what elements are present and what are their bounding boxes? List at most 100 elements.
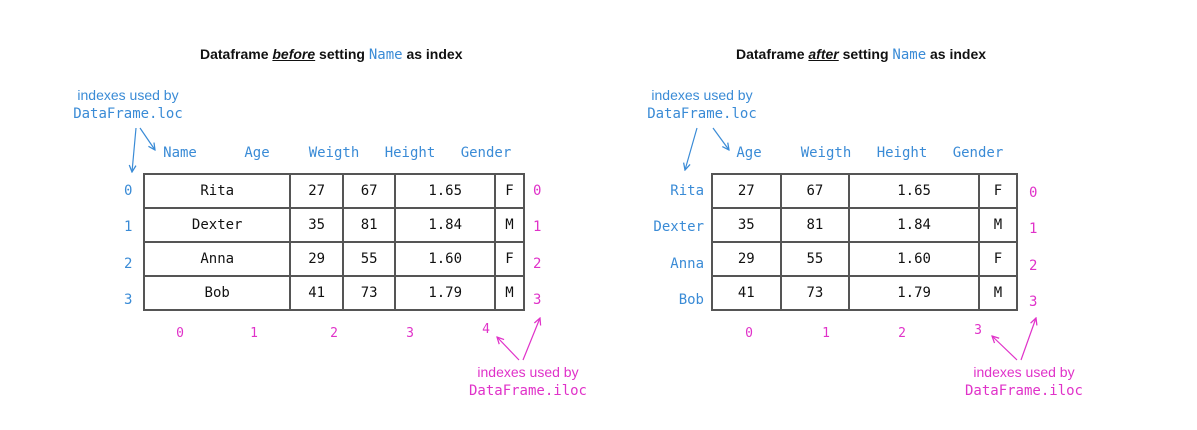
right-row-position: 3 xyxy=(1029,294,1038,310)
right-title-mid: setting xyxy=(838,46,893,62)
right-title: Dataframe after setting Name as index xyxy=(736,46,986,63)
table-cell: 1.79 xyxy=(848,275,981,311)
right-title-emphasis: after xyxy=(808,46,839,62)
right-loc-note: indexes used by DataFrame.loc xyxy=(632,86,772,124)
table-cell: Rita xyxy=(142,173,292,209)
table-cell: 35 xyxy=(711,207,782,243)
right-header-height: Height xyxy=(876,145,928,161)
table-cell: 41 xyxy=(289,275,344,311)
right-iloc-note-line1: indexes used by xyxy=(973,364,1075,380)
table-cell: 1.60 xyxy=(394,241,496,277)
table-cell: 81 xyxy=(341,207,397,243)
right-row-label: Rita xyxy=(670,183,704,199)
table-cell: M xyxy=(978,275,1018,311)
left-title-mid: setting xyxy=(315,46,369,62)
left-header-age: Age xyxy=(244,145,270,161)
left-loc-note: indexes used by DataFrame.loc xyxy=(58,86,198,124)
right-loc-arrow-to-columns xyxy=(712,127,729,150)
table-row: Anna 29 55 1.60 F xyxy=(142,241,526,277)
right-loc-note-line2: DataFrame.loc xyxy=(647,106,757,122)
table-cell: 55 xyxy=(341,241,397,277)
table-cell: 29 xyxy=(289,241,344,277)
right-loc-arrow-to-rows xyxy=(685,127,698,170)
table-cell: 29 xyxy=(711,241,782,277)
right-col-position: 3 xyxy=(974,323,982,338)
table-row: Dexter 35 81 1.84 M xyxy=(142,207,526,243)
right-title-suffix: as index xyxy=(926,46,987,62)
left-row-position: 3 xyxy=(533,292,542,308)
right-row-label: Anna xyxy=(670,256,704,272)
left-col-position: 4 xyxy=(482,322,490,337)
table-cell: 1.79 xyxy=(394,275,496,311)
left-loc-note-line2: DataFrame.loc xyxy=(73,106,183,122)
left-row-position: 0 xyxy=(533,183,542,199)
left-loc-note-line1: indexes used by xyxy=(77,87,179,103)
left-header-name: Name xyxy=(163,145,197,161)
left-col-position: 1 xyxy=(250,326,258,341)
table-cell: 1.60 xyxy=(848,241,981,277)
left-row-label: 3 xyxy=(124,292,133,308)
table-cell: 27 xyxy=(711,173,782,209)
left-row-position: 1 xyxy=(533,219,542,235)
table-row: 29 55 1.60 F xyxy=(711,241,1018,277)
right-header-weigth: Weigth xyxy=(800,145,852,161)
left-row-label: 1 xyxy=(124,219,133,235)
left-row-position: 2 xyxy=(533,256,542,272)
left-loc-arrow-to-columns xyxy=(139,127,155,150)
table-cell: Bob xyxy=(142,275,292,311)
table-row: 27 67 1.65 F xyxy=(711,173,1018,209)
right-iloc-note-line2: DataFrame.iloc xyxy=(964,383,1083,399)
table-cell: 55 xyxy=(779,241,851,277)
table-cell: 67 xyxy=(779,173,851,209)
left-col-position: 3 xyxy=(406,326,414,341)
right-header-age: Age xyxy=(736,145,762,161)
table-cell: M xyxy=(493,207,526,243)
right-loc-note-line1: indexes used by xyxy=(651,87,753,103)
table-row: 41 73 1.79 M xyxy=(711,275,1018,311)
right-col-position: 0 xyxy=(745,326,753,341)
left-iloc-note-line2: DataFrame.iloc xyxy=(468,383,587,399)
right-row-position: 2 xyxy=(1029,258,1038,274)
left-header-height: Height xyxy=(384,145,436,161)
table-cell: F xyxy=(493,241,526,277)
table-cell: F xyxy=(978,173,1018,209)
right-row-label: Dexter xyxy=(653,219,704,235)
left-row-label: 2 xyxy=(124,256,133,272)
left-title: Dataframe before setting Name as index xyxy=(200,46,462,63)
table-cell: M xyxy=(493,275,526,311)
table-cell: Dexter xyxy=(142,207,292,243)
left-title-prefix: Dataframe xyxy=(200,46,273,62)
right-title-code: Name xyxy=(892,47,927,63)
left-iloc-note-line1: indexes used by xyxy=(477,364,579,380)
table-cell: 27 xyxy=(289,173,344,209)
left-header-gender: Gender xyxy=(460,145,512,161)
left-iloc-arrow-to-rows xyxy=(522,318,540,361)
table-cell: 1.65 xyxy=(848,173,981,209)
table-cell: F xyxy=(493,173,526,209)
table-cell: 35 xyxy=(289,207,344,243)
left-row-label: 0 xyxy=(124,183,133,199)
left-col-position: 0 xyxy=(176,326,184,341)
table-cell: 1.84 xyxy=(394,207,496,243)
left-iloc-note: indexes used by DataFrame.iloc xyxy=(458,363,598,401)
right-title-prefix: Dataframe xyxy=(736,46,809,62)
table-row: 35 81 1.84 M xyxy=(711,207,1018,243)
left-loc-arrow-to-rows xyxy=(132,127,137,172)
right-row-position: 0 xyxy=(1029,185,1038,201)
table-cell: 1.65 xyxy=(394,173,496,209)
left-col-position: 2 xyxy=(330,326,338,341)
left-dataframe-table: Rita 27 67 1.65 F Dexter 35 81 1.84 M An… xyxy=(142,173,526,311)
left-title-code: Name xyxy=(368,47,403,63)
table-cell: M xyxy=(978,207,1018,243)
right-iloc-arrow-to-rows xyxy=(1020,318,1036,361)
table-cell: 41 xyxy=(711,275,782,311)
left-title-emphasis: before xyxy=(272,46,316,62)
right-row-label: Bob xyxy=(678,292,704,308)
right-col-position: 1 xyxy=(822,326,830,341)
right-iloc-note: indexes used by DataFrame.iloc xyxy=(954,363,1094,401)
right-header-gender: Gender xyxy=(952,145,1004,161)
right-row-position: 1 xyxy=(1029,221,1038,237)
left-header-weigth: Weigth xyxy=(308,145,360,161)
table-cell: 73 xyxy=(341,275,397,311)
